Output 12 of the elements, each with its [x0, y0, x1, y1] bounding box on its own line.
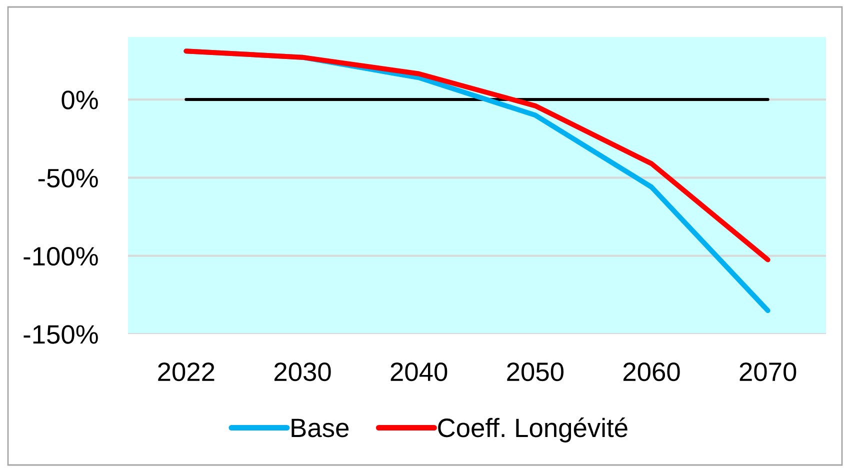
y-tick-label: -150% — [24, 325, 98, 344]
x-tick-label: 2030 — [274, 362, 331, 382]
x-tick-label: 2040 — [390, 362, 448, 382]
x-tick-label: 2070 — [740, 362, 796, 382]
y-tick-label: -100% — [24, 246, 98, 266]
legend-label: Coeff. Longévité — [438, 418, 628, 442]
y-tick-label: 0% — [62, 90, 98, 110]
x-tick-label: 2050 — [507, 362, 564, 382]
x-tick-label: 2022 — [158, 362, 214, 382]
x-tick-label: 2060 — [623, 362, 680, 382]
legend-label: Base — [292, 418, 349, 438]
y-tick-label: -50% — [38, 168, 98, 188]
